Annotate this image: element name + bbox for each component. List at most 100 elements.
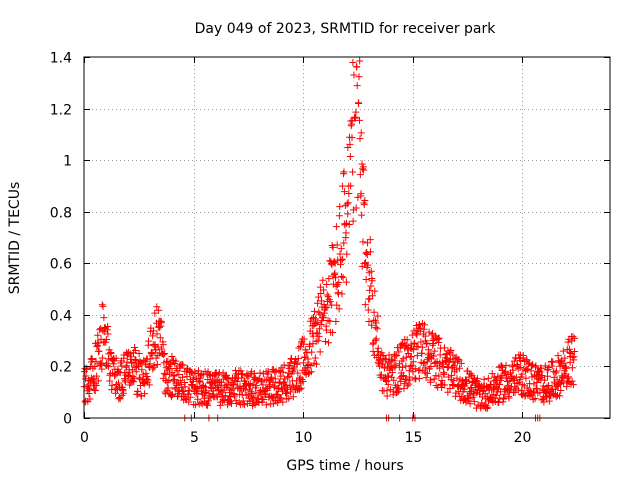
data-point — [423, 339, 431, 347]
data-point — [209, 379, 217, 387]
data-point — [289, 393, 297, 401]
data-point — [417, 338, 425, 346]
data-point — [228, 385, 236, 393]
data-point — [543, 372, 551, 380]
data-point — [522, 365, 530, 373]
data-point — [418, 349, 426, 357]
data-point — [338, 182, 346, 190]
data-point — [325, 339, 333, 347]
data-point — [153, 303, 161, 311]
data-point — [348, 134, 356, 142]
data-point — [453, 374, 461, 382]
data-point — [337, 245, 345, 253]
data-point — [565, 373, 573, 381]
data-point — [279, 398, 287, 406]
data-point — [366, 248, 374, 256]
data-point — [509, 366, 517, 374]
data-point — [91, 386, 99, 394]
data-point — [395, 385, 403, 393]
data-point — [248, 390, 256, 398]
data-point — [268, 373, 276, 381]
data-point — [382, 377, 390, 385]
data-point — [95, 347, 103, 355]
data-point — [454, 355, 462, 363]
data-point — [172, 357, 180, 365]
data-point — [104, 330, 112, 338]
data-point — [413, 331, 421, 339]
data-point — [385, 351, 393, 359]
data-point — [324, 316, 332, 324]
data-point — [537, 364, 545, 372]
data-point — [85, 385, 93, 393]
data-point — [313, 329, 321, 337]
data-point — [374, 312, 382, 320]
data-point — [307, 368, 315, 376]
data-point — [160, 369, 168, 377]
data-point — [418, 343, 426, 351]
data-point — [131, 363, 139, 371]
data-point — [420, 325, 428, 333]
data-point — [317, 320, 325, 328]
data-point — [306, 340, 314, 348]
data-point — [201, 392, 209, 400]
data-point — [398, 340, 406, 348]
data-point — [131, 355, 139, 363]
data-point — [422, 374, 430, 382]
data-point — [92, 381, 100, 389]
data-point — [568, 377, 576, 385]
data-point — [532, 362, 540, 370]
y-tick-label: 0.8 — [50, 206, 72, 222]
data-point — [310, 307, 318, 315]
data-point — [204, 397, 212, 405]
data-point — [367, 282, 375, 290]
data-point — [326, 317, 334, 325]
data-point — [128, 359, 136, 367]
x-tick-label: 5 — [190, 430, 199, 446]
data-point — [96, 326, 104, 334]
data-point — [112, 354, 120, 362]
data-point — [319, 314, 327, 322]
data-point — [256, 369, 264, 377]
data-point — [540, 398, 548, 406]
data-point — [420, 321, 428, 329]
data-point — [432, 372, 440, 380]
data-point — [470, 398, 478, 406]
data-point — [365, 318, 373, 326]
data-point — [314, 299, 322, 307]
data-point — [556, 380, 564, 388]
data-point — [148, 349, 156, 357]
data-point — [561, 354, 569, 362]
data-point — [114, 379, 122, 387]
data-point — [373, 347, 381, 355]
data-point — [132, 356, 140, 364]
data-point — [386, 386, 394, 394]
data-point — [305, 361, 313, 369]
data-point — [293, 377, 301, 385]
data-point — [545, 397, 553, 405]
data-point — [441, 381, 449, 389]
data-point — [410, 346, 418, 354]
data-point — [161, 390, 169, 398]
data-point — [460, 385, 468, 393]
data-point — [403, 342, 411, 350]
data-point — [171, 385, 179, 393]
data-point — [301, 354, 309, 362]
data-point — [340, 168, 348, 176]
data-point — [104, 322, 112, 330]
data-point — [131, 347, 139, 355]
data-point — [560, 359, 568, 367]
data-point — [403, 382, 411, 390]
data-point — [516, 376, 524, 384]
data-point — [129, 373, 137, 381]
data-point — [556, 392, 564, 400]
data-point — [134, 387, 142, 395]
data-point — [456, 364, 464, 372]
data-point — [368, 321, 376, 329]
data-point — [309, 332, 317, 340]
data-point — [566, 348, 574, 356]
data-point — [205, 371, 213, 379]
data-point — [288, 355, 296, 363]
data-point — [275, 367, 283, 375]
data-point — [480, 375, 488, 383]
data-point — [453, 366, 461, 374]
